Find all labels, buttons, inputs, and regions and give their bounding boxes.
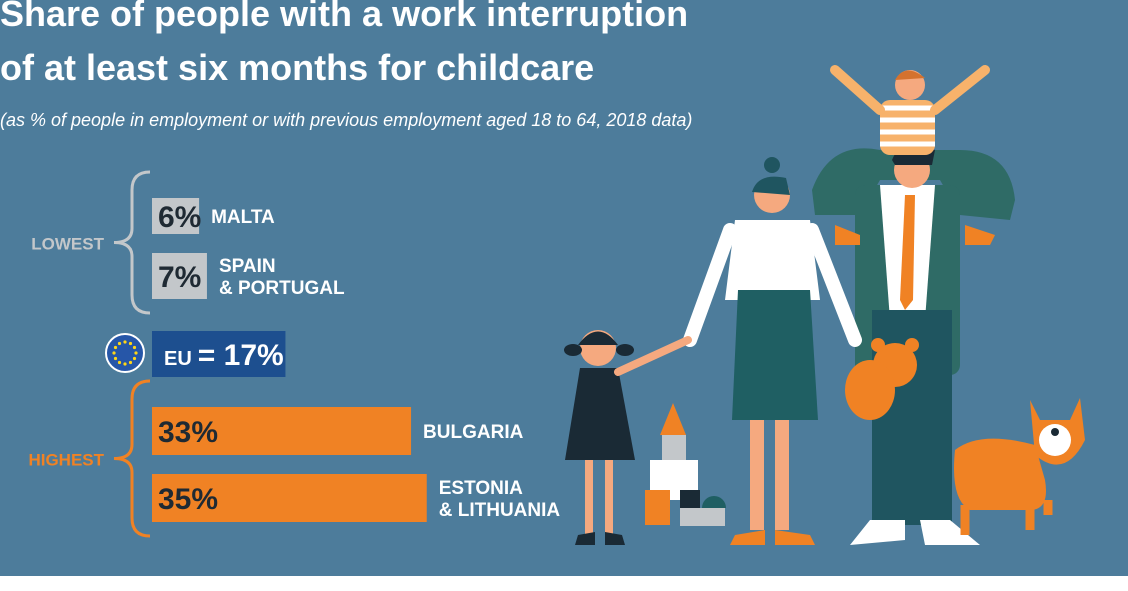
title-line: of at least six months for childcare <box>0 47 594 88</box>
bar <box>152 331 286 377</box>
bar <box>152 474 427 522</box>
category-label: EU <box>164 348 192 370</box>
value-label: 35% <box>158 483 218 516</box>
group-label: HIGHEST <box>28 451 104 470</box>
group-label: LOWEST <box>31 235 104 254</box>
category-label: MALTA <box>211 207 275 228</box>
eu-flag <box>105 333 145 373</box>
category-label: ESTONIA <box>439 478 523 499</box>
bar <box>152 198 200 234</box>
category-label: & PORTUGAL <box>219 278 345 299</box>
bracket <box>113 170 151 315</box>
family-illustration <box>564 65 1085 545</box>
title-line: Share of people with a work interruption <box>0 0 688 34</box>
category-label: SPAIN <box>219 256 276 277</box>
value-label: 7% <box>158 261 201 294</box>
bracket <box>113 379 151 538</box>
bar <box>152 407 412 455</box>
category-label: & LITHUANIA <box>439 500 561 521</box>
value-label: 33% <box>158 416 218 449</box>
bar <box>152 253 207 299</box>
category-label: BULGARIA <box>423 422 524 443</box>
eu-label: EU = 17% <box>164 339 284 372</box>
subtitle: (as % of people in employment or with pr… <box>0 110 692 130</box>
value-label: = 17% <box>198 339 284 372</box>
value-label: 6% <box>158 201 201 234</box>
